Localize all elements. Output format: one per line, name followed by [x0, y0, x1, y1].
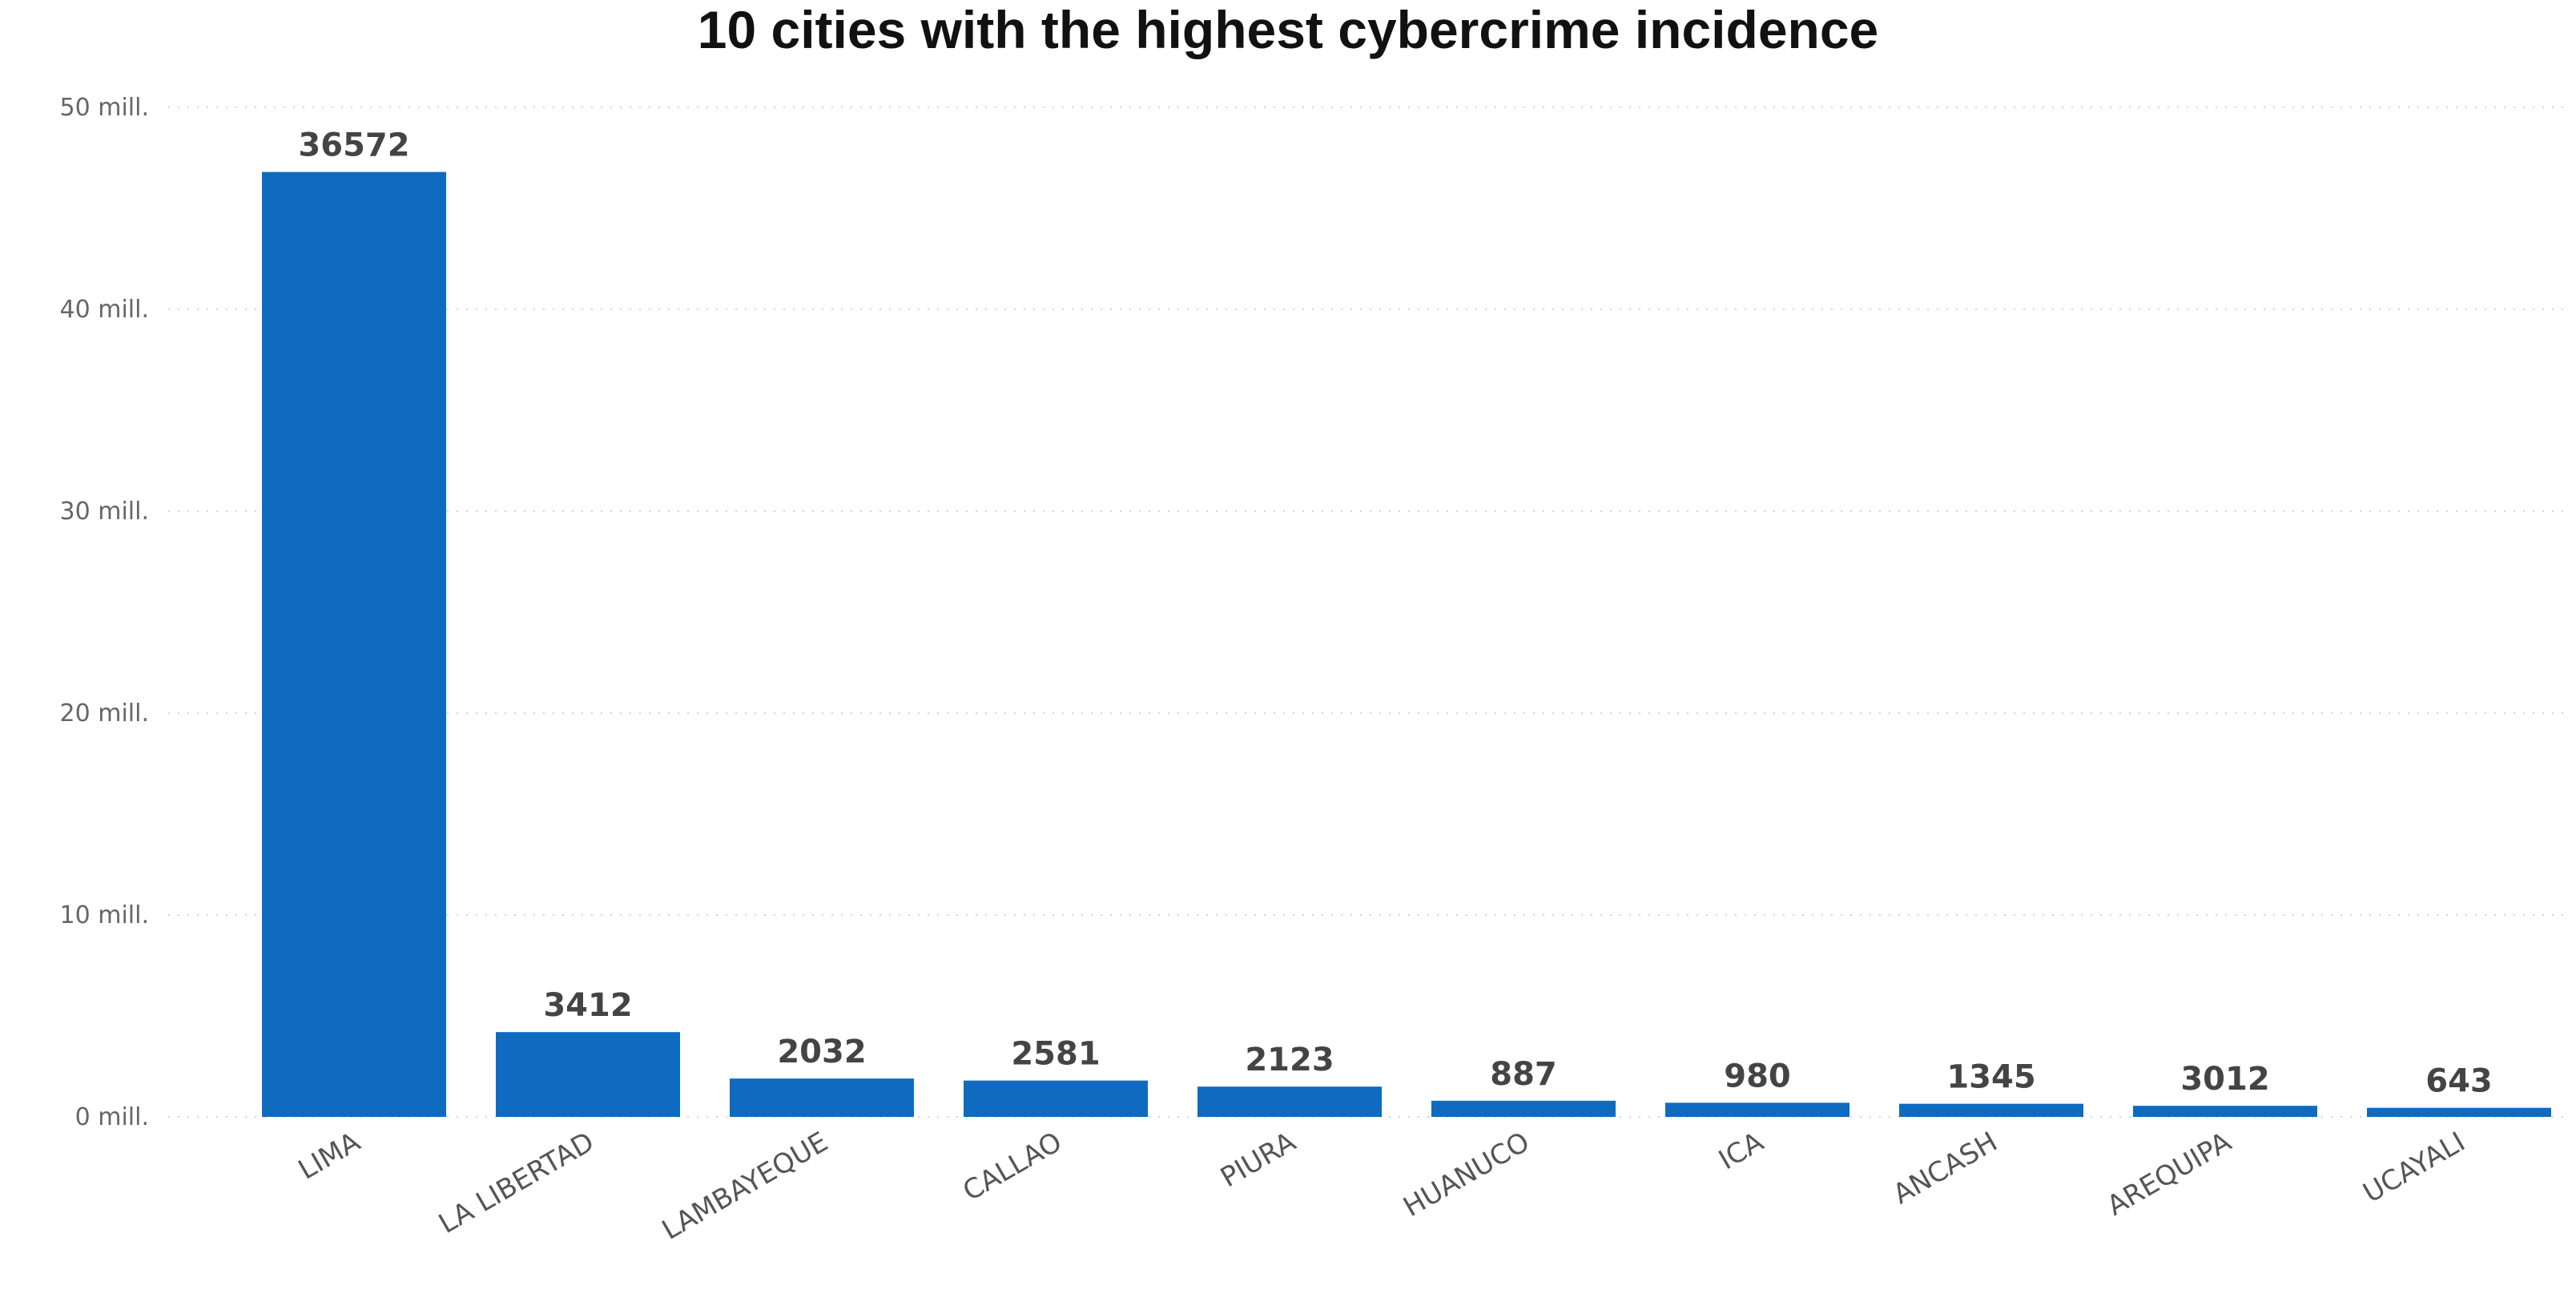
bar[interactable]: [262, 171, 446, 1117]
data-label: 2581: [1011, 1036, 1100, 1073]
bar[interactable]: [1899, 1103, 2083, 1117]
y-tick-label: 40 mill.: [60, 296, 149, 324]
y-tick-label: 50 mill.: [60, 94, 149, 122]
bar[interactable]: [1665, 1102, 1849, 1117]
bar[interactable]: [1197, 1086, 1382, 1117]
data-label: 2032: [777, 1034, 866, 1070]
x-tick-label: UCAYALI: [2358, 1126, 2471, 1209]
x-tick-label: CALLAO: [958, 1126, 1068, 1207]
y-tick-label: 30 mill.: [60, 498, 149, 526]
y-tick-label: 0 mill.: [75, 1103, 149, 1131]
x-tick-label: LIMA: [293, 1126, 366, 1186]
data-labels: 36572 3412 2032 2581 2123 887 980 1345 3012 643: [298, 127, 2492, 1100]
bar[interactable]: [2367, 1107, 2551, 1117]
bar[interactable]: [1431, 1100, 1616, 1117]
bar[interactable]: [730, 1078, 914, 1117]
x-tick-label: HUANUCO: [1398, 1126, 1535, 1223]
chart-title: 10 cities with the highest cybercrime in…: [698, 0, 1879, 59]
x-tick-label: PIURA: [1215, 1126, 1301, 1194]
bar[interactable]: [496, 1032, 680, 1117]
data-label: 980: [1724, 1058, 1791, 1094]
x-tick-label: LAMBAYEQUE: [657, 1126, 834, 1246]
x-tick-label: ICA: [1713, 1126, 1769, 1176]
bar[interactable]: [2133, 1106, 2317, 1117]
data-label: 36572: [298, 127, 409, 164]
y-tick-label: 20 mill.: [60, 699, 149, 728]
x-tick-label: LA LIBERTAD: [433, 1126, 599, 1240]
y-axis-tick-labels: 0 mill. 10 mill. 20 mill. 30 mill. 40 mill. 5…: [60, 94, 149, 1131]
data-label: 1345: [1946, 1059, 2035, 1096]
y-tick-label: 10 mill.: [60, 901, 149, 929]
data-label: 3012: [2180, 1061, 2269, 1098]
data-label: 2123: [1245, 1042, 1334, 1078]
bar[interactable]: [964, 1080, 1148, 1117]
data-label: 887: [1490, 1056, 1557, 1093]
bars: [262, 171, 2551, 1117]
x-axis-tick-labels: LIMA LA LIBERTAD LAMBAYEQUE CALLAO PIURA HUAN…: [293, 1126, 2471, 1246]
x-tick-label: ANCASH: [1888, 1126, 2003, 1211]
data-label: 3412: [543, 987, 632, 1024]
data-label: 643: [2425, 1063, 2493, 1100]
gridlines: [168, 107, 2571, 1118]
x-tick-label: AREQUIPA: [2102, 1126, 2237, 1222]
